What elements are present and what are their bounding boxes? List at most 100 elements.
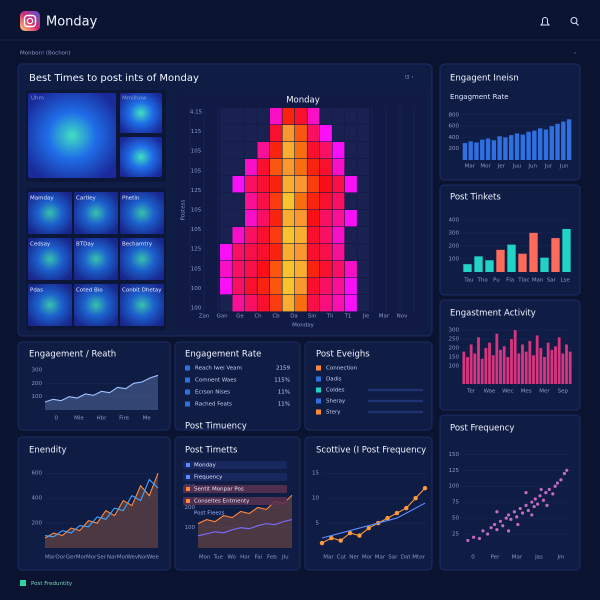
row-value: 11% [278,402,290,408]
x-tick-label: Juu [512,164,522,170]
heat-cell [282,244,295,261]
heat-cell [232,244,245,261]
bar [503,137,508,160]
y-tick-label: 400 [32,496,43,502]
y-tick-label: 25 [452,532,459,538]
heat-cell [232,210,245,227]
main-title: Best Times to post ints of Monday [29,73,199,84]
heat-cell [307,227,320,244]
panel-subtitle: Engagment Rate [450,93,509,101]
panel-title: Post Timetts [185,446,238,456]
panel [17,341,171,431]
scatter-point [544,491,548,495]
heat-cell [270,193,282,210]
heat-cell [307,278,320,295]
x-tick-label: Hbr [97,416,108,422]
legend-chip [183,497,287,505]
row-value: 115% [274,378,290,384]
bar [551,238,560,272]
heat-cell [320,108,332,125]
scatter-point [518,506,522,511]
scatter-point [555,481,560,485]
y-tick-label: 5 [316,521,320,527]
heat-cell [282,125,295,142]
scatter-point [524,503,528,507]
heat-tile [28,192,72,234]
heat-cell [257,244,270,261]
heat-cell [245,295,257,312]
legend-label: Sentit Monpar Pos [194,487,244,493]
scatter-point [504,516,508,520]
panel-title: Engagent Ineisn [450,74,519,84]
heat-cell [332,261,345,278]
heat-cell [307,295,320,312]
heat-cell [270,210,282,227]
heat-cell [332,193,345,210]
footer-label[interactable]: Post Freduntity [31,581,73,587]
heat-tile [28,93,116,178]
app-icon[interactable] [20,11,40,31]
heat-cell [357,227,370,244]
bar [502,346,506,384]
heat-cell [245,261,257,278]
y-tick-label: 105 [191,168,202,174]
bar [513,330,517,384]
heat-cell [220,261,232,278]
x-tick-label: Sar [388,555,398,561]
row-label: Ecrson Nises [195,390,230,396]
breadcrumb[interactable]: Monbon! (Bochon) [20,51,71,57]
heat-cell [245,278,257,295]
heat-cell [270,278,282,295]
bar [469,344,473,384]
heat-cell [282,176,295,193]
heat-cell [245,159,257,176]
panel-title: Post Tinkets [450,193,501,203]
x-tick-label: Jie [362,314,370,320]
row-icon [185,377,190,383]
y-tick-label: 100 [32,394,43,400]
info-icon[interactable]: ⊡ › [405,75,414,81]
y-tick-label: 100 [449,364,460,370]
x-tick-label: Tli [326,314,334,320]
heat-cell [332,227,345,244]
tile-label: Conbit Dhetay [122,288,162,294]
heat-cell [320,176,332,193]
x-tick-label: Lse [560,278,570,284]
y-tick-label: 100 [191,306,202,312]
y-tick-label: 125 [191,188,202,194]
heat-cell [307,244,320,261]
heat-cell [332,108,345,125]
bar [488,342,491,384]
chevron[interactable]: › [574,51,576,57]
x-tick-label: Nar [107,555,117,561]
x-tick-label: Jur [544,164,553,170]
app-icon-lens [26,17,34,25]
heat-cell [245,193,257,210]
heat-cell [357,142,370,159]
heat-cell [357,193,370,210]
line [44,478,159,538]
heat-cell [320,261,332,278]
x-tick-label: Mtor [412,555,425,561]
scatter-point [545,503,549,507]
scatter-point [506,513,511,517]
heat-cell [332,142,345,159]
heatmap-y-label: Postess [181,200,187,221]
heat-cell [220,193,232,210]
y-tick-label: 100 [449,484,460,490]
heat-cell [357,159,370,176]
area [45,473,158,548]
x-tick-label: Ter [466,389,476,395]
search-icon[interactable] [570,17,578,24]
heat-cell [220,159,232,176]
heat-cell [295,295,307,312]
x-tick-label: Nor [138,555,148,561]
x-tick-label: Ger [66,555,77,561]
bell-icon[interactable] [540,17,550,26]
scatter-point [515,515,519,519]
heat-cell [232,193,245,210]
bar [537,128,543,160]
heat-cell [307,193,320,210]
heat-tile [120,238,164,280]
heat-cell [257,125,270,142]
